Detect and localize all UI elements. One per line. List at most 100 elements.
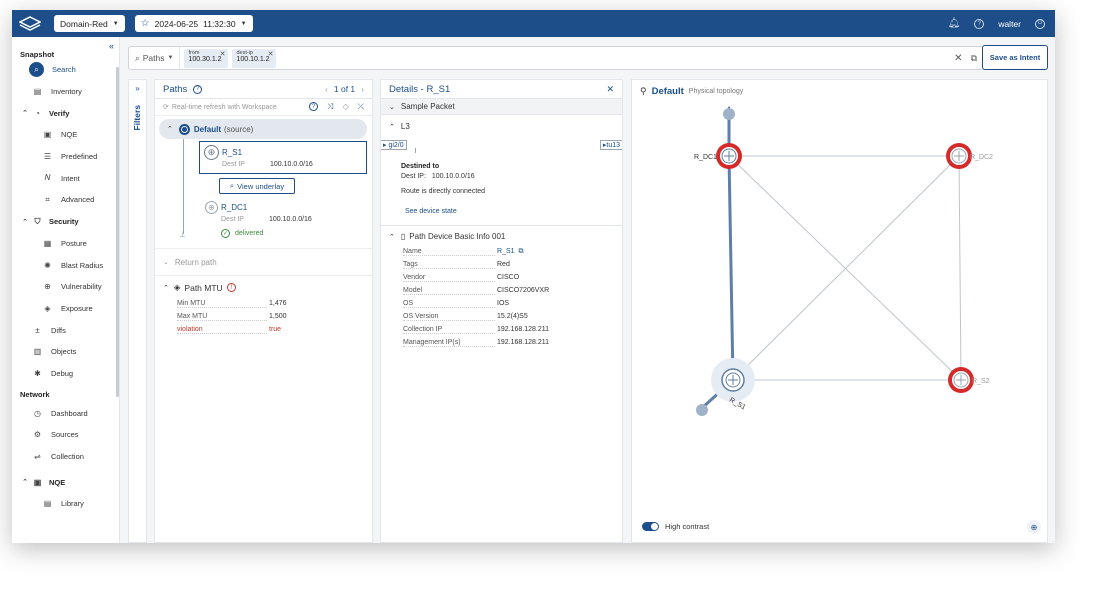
globe-icon[interactable]: ⊕ [1027, 520, 1041, 534]
posture-icon: ▦ [43, 238, 52, 248]
bell-icon[interactable]: 🔔︎ [947, 18, 961, 29]
path-mtu-header[interactable]: ⌃ ◈ Path MTU ! [163, 282, 364, 293]
link-dc1-s2 [728, 155, 962, 381]
sidebar-item-label: Collection [51, 452, 84, 462]
topology-canvas[interactable]: R_DC1 R_DC2 R_S1 R_S2 [632, 80, 1049, 480]
see-device-state-link[interactable]: See device state [405, 208, 457, 215]
sidebar-item-dashboard[interactable]: ◷ Dashboard [12, 402, 119, 424]
sample-packet-row[interactable]: ⌄ Sample Packet [381, 99, 622, 115]
sidebar-item-label: Blast Radius [61, 260, 104, 270]
close-icon[interactable]: ✕ [219, 50, 226, 58]
arrow-down-icon: ⊥ [179, 230, 186, 239]
info-value-link[interactable]: R_S1 [497, 248, 515, 255]
path-default-row[interactable]: ⌃ Default (source) [159, 119, 367, 139]
clear-icon[interactable]: ✕ [954, 52, 963, 64]
sidebar-item-exposure[interactable]: ◈ Exposure [12, 298, 119, 320]
sidebar-group-verify[interactable]: ⌃ ◔ Verify [12, 102, 119, 124]
sidebar-item-intent[interactable]: 𝑁 Intent [12, 167, 119, 189]
hop-dest-label: Dest IP [222, 161, 245, 168]
ingress-interface[interactable]: ▸ gi2/0 [381, 140, 407, 150]
diamond-icon[interactable]: ◇ [342, 102, 349, 111]
sidebar-item-blast-radius[interactable]: ✺ Blast Radius [12, 254, 119, 276]
search-bar[interactable]: ⌕ Paths ▼ from 100.30.1.2 ✕ dest-ip 100.… [128, 46, 984, 70]
copy-icon[interactable]: ⧉ [970, 52, 977, 63]
expand-filters-icon[interactable]: » [135, 84, 140, 93]
sidebar-item-nqe[interactable]: ▣ NQE [12, 124, 119, 146]
high-contrast-toggle[interactable] [642, 522, 659, 531]
search-type-select[interactable]: ⌕ Paths ▼ [129, 47, 181, 69]
info-label: OS [403, 300, 495, 308]
filters-panel[interactable]: » Filters [128, 79, 147, 543]
user-name[interactable]: walter [998, 18, 1021, 29]
close-icon[interactable]: ✕ [267, 50, 274, 58]
domain-select-label: Domain-Red [60, 18, 108, 29]
basic-info-header[interactable]: ⌃ ▯ Path Device Basic Info 001 [389, 232, 614, 241]
help-icon[interactable]: ? [309, 102, 319, 111]
node-r-dc2 [946, 143, 972, 169]
radio-selected-icon[interactable] [178, 123, 190, 135]
hop-name[interactable]: R_S1 [222, 148, 243, 157]
close-icon[interactable]: ✕ [606, 83, 614, 94]
node-label-r-dc2: R_DC2 [970, 154, 993, 161]
hop-dest-value: 100.10.0.0/16 [269, 216, 312, 223]
return-path-row[interactable]: ⌄ Return path [155, 248, 372, 276]
mtu-value: 1,500 [269, 313, 287, 320]
help-icon[interactable]: ? [193, 84, 203, 94]
sidebar-item-sources[interactable]: ⚙ Sources [12, 424, 119, 446]
chevron-left-icon[interactable]: ‹ [325, 84, 328, 94]
sidebar-item-advanced[interactable]: ⌗ Advanced [12, 189, 119, 211]
intent-icon: 𝑁 [44, 173, 51, 183]
snapshot-date: 2024-06-25 [154, 18, 199, 29]
info-value: IOS [497, 300, 510, 307]
sidebar-item-search[interactable]: ⌕ Search [12, 59, 119, 81]
node-r-s1 [721, 368, 745, 392]
app-logo-icon[interactable] [12, 10, 48, 37]
sidebar-group-security[interactable]: ⌃ ⛉ Security [12, 211, 119, 233]
document-icon: ▯ [400, 232, 406, 241]
mtu-row: Max MTU 1,500 [163, 310, 364, 323]
egress-interface[interactable]: ▸tu13 [599, 140, 622, 150]
star-icon[interactable]: ☆ [140, 18, 150, 29]
inventory-icon: ▤ [33, 87, 42, 97]
collection-icon: ⇌ [34, 452, 41, 462]
chevron-right-icon[interactable]: › [361, 84, 364, 94]
basic-info-title: Path Device Basic Info 001 [409, 232, 506, 241]
info-row: OS IOS [389, 297, 614, 310]
collapse-sidebar-icon[interactable]: « [108, 41, 114, 51]
chevron-down-icon: ▼ [167, 55, 174, 61]
sidebar-item-inventory[interactable]: ▤ Inventory [12, 81, 119, 103]
details-title: Details - R_S1 [389, 83, 451, 95]
l3-header[interactable]: ⌃ L3 [389, 122, 410, 131]
sidebar-group-nqe[interactable]: ⌃ ▣ NQE [12, 471, 119, 493]
collapse-icon[interactable]: ⤫ [357, 102, 364, 111]
route-note: Route is directly connected [401, 188, 486, 195]
search-type-label: Paths [142, 53, 165, 63]
refresh-label[interactable]: Real-time refresh with Workspace [171, 103, 277, 111]
info-label: Collection IP [403, 326, 495, 334]
sample-packet-label: Sample Packet [400, 102, 455, 111]
hop-r-s1[interactable]: ⊕ R_S1 Dest IP 100.10.0.0/16 [199, 141, 367, 174]
hop-name[interactable]: R_DC1 [221, 203, 248, 212]
sidebar-item-library[interactable]: ▤ Library [12, 493, 119, 515]
shuffle-icon[interactable]: ⤨ [327, 102, 334, 111]
filter-chip-dest-ip[interactable]: dest-ip 100.10.1.2 ✕ [232, 48, 277, 68]
domain-select[interactable]: Domain-Red ▼ [54, 15, 125, 32]
sidebar-item-debug[interactable]: ✱ Debug [12, 363, 119, 385]
return-path-label: Return path [174, 257, 217, 267]
filters-label[interactable]: Filters [132, 105, 142, 131]
sidebar-item-vulnerability[interactable]: ⊕ Vulnerability [12, 276, 119, 298]
filter-chip-from[interactable]: from 100.30.1.2 ✕ [184, 48, 229, 68]
power-icon[interactable]: ⏻ [1035, 18, 1045, 29]
sidebar-item-collection[interactable]: ⇌ Collection [12, 446, 119, 468]
sidebar-item-diffs[interactable]: ± Diffs [12, 319, 119, 341]
snapshot-select[interactable]: ☆ 2024-06-25 11:32:30 ▼ [134, 15, 253, 32]
sidebar-item-predefined[interactable]: ☰ Predefined [12, 146, 119, 168]
view-underlay-button[interactable]: ⌕ View underlay [219, 178, 295, 194]
path-tree: ⌃ Default (source) ⊥ ⊕ R_S1 Dest IP 100.… [155, 116, 372, 248]
sidebar-item-posture[interactable]: ▦ Posture [12, 233, 119, 255]
sidebar-scrollbar[interactable] [116, 67, 119, 397]
sidebar-item-objects[interactable]: ▥ Objects [12, 341, 119, 363]
save-as-intent-button[interactable]: Save as Intent [982, 45, 1048, 70]
external-link-icon[interactable]: ⧉ [518, 247, 524, 255]
help-icon[interactable]: ? [974, 18, 985, 29]
